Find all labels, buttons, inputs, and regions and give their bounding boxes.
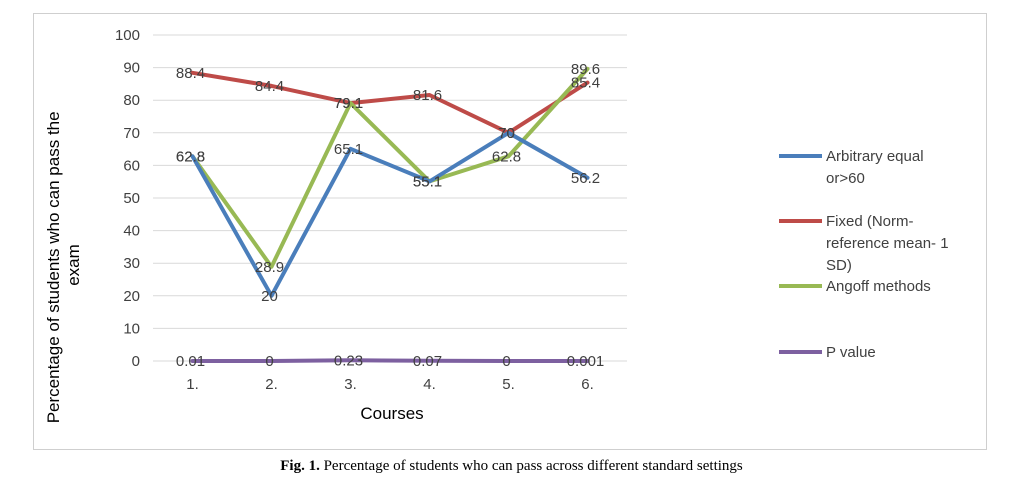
data-label: 81.6	[413, 87, 442, 104]
data-label: 89.6	[571, 61, 600, 78]
data-label: 0	[265, 353, 273, 370]
data-label: 79.1	[334, 95, 363, 112]
x-axis-ticks: 1. 2. 3. 4. 5. 6.	[186, 376, 594, 393]
x-axis-title: Courses	[360, 404, 423, 423]
data-label: 62.8	[176, 148, 205, 165]
y-tick-label: 100	[115, 27, 140, 44]
y-tick-label: 0	[132, 353, 140, 370]
legend-label: Fixed (Norm-	[826, 213, 914, 230]
y-tick-label: 80	[123, 92, 140, 109]
y-axis-title-line-1: Percentage of students who can pass the	[44, 111, 63, 423]
data-label: 79.1	[334, 95, 363, 112]
y-tick-label: 90	[123, 60, 140, 77]
data-label: 0.001	[567, 353, 605, 370]
y-axis-title: Percentage of students who can pass the …	[44, 107, 83, 424]
data-label: 65.1	[334, 141, 363, 158]
data-label: 62.8	[176, 148, 205, 165]
series-line-2	[190, 70, 590, 135]
data-label: 62.8	[492, 148, 521, 165]
data-label: 20	[261, 288, 278, 305]
y-tick-label: 10	[123, 320, 140, 337]
data-label: 0.07	[413, 353, 442, 370]
figure-caption-label: Fig. 1.	[280, 458, 320, 474]
data-label: 70	[498, 125, 515, 142]
legend-label: SD)	[826, 257, 852, 274]
x-tick-label: 5.	[502, 376, 515, 393]
legend-label: P value	[826, 344, 876, 361]
x-tick-label: 6.	[581, 376, 594, 393]
series-line-4	[190, 358, 590, 363]
data-label: 0.23	[334, 352, 363, 369]
y-axis-title-line-2: exam	[64, 244, 83, 286]
y-axis-ticks: 0 10 20 30 40 50 60 70 80 90 100	[115, 27, 140, 370]
figure-caption: Fig. 1. Percentage of students who can p…	[0, 458, 1023, 475]
y-tick-label: 60	[123, 157, 140, 174]
data-label: 85.4	[571, 75, 600, 92]
x-tick-label: 3.	[344, 376, 357, 393]
legend-label: Arbitrary equal	[826, 148, 924, 165]
data-label: 84.4	[255, 78, 284, 95]
data-label: 56.2	[571, 170, 600, 187]
x-tick-label: 1.	[186, 376, 199, 393]
figure-caption-text: Percentage of students who can pass acro…	[323, 458, 743, 474]
y-tick-label: 20	[123, 288, 140, 305]
data-label: 70	[498, 125, 515, 142]
series-lines	[190, 66, 590, 363]
data-label: 0.01	[176, 353, 205, 370]
legend-label: reference mean- 1	[826, 235, 949, 252]
y-tick-label: 30	[123, 255, 140, 272]
legend: Arbitrary equal or>60 Fixed (Norm-referenc…	[779, 148, 949, 361]
x-tick-label: 2.	[265, 376, 278, 393]
x-tick-label: 4.	[423, 376, 436, 393]
legend-label: or>60	[826, 170, 865, 187]
y-tick-label: 50	[123, 190, 140, 207]
y-tick-label: 70	[123, 125, 140, 142]
data-label: 0	[502, 353, 510, 370]
data-label: 55.1	[413, 173, 442, 190]
y-tick-label: 40	[123, 223, 140, 240]
series-line-1	[190, 130, 590, 298]
chart-frame	[33, 13, 987, 450]
data-label: 28.9	[255, 259, 284, 276]
legend-label: Angoff methods	[826, 278, 931, 295]
data-label: 55.1	[413, 173, 442, 190]
data-label: 88.4	[176, 65, 205, 82]
